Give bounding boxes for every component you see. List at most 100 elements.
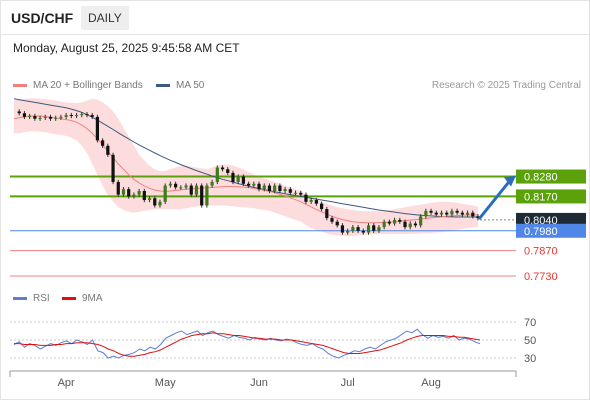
candle-body — [43, 116, 47, 118]
level-label-box-3 — [516, 223, 586, 238]
level-label-box-1 — [516, 189, 586, 204]
candle-body — [419, 216, 423, 226]
level-label-4: 0.7870 — [524, 246, 558, 258]
x-tick-jun: Jun — [250, 377, 268, 389]
instrument-title: USD/CHF — [11, 10, 74, 26]
level-label-3: 0.7980 — [524, 226, 558, 238]
rsi-tick-70: 70 — [524, 317, 536, 329]
candle-body — [273, 185, 277, 191]
bollinger-band — [14, 98, 478, 237]
candle-body — [168, 183, 173, 186]
candle-body — [184, 185, 188, 188]
level-label-0: 0.8280 — [524, 172, 558, 184]
legend-ma20-label: MA 20 + Bollinger Bands — [33, 80, 143, 91]
legend-ma50: MA 50 — [156, 80, 204, 91]
candle-body — [319, 203, 324, 210]
candle-body — [158, 201, 162, 206]
candle-body — [445, 212, 449, 215]
candle-body — [398, 219, 402, 222]
forecast-arrow — [477, 179, 512, 221]
candle-body — [346, 230, 350, 233]
legend-9ma-label: 9MA — [82, 293, 103, 304]
candle-body — [64, 115, 68, 117]
level-label-1: 0.8170 — [524, 191, 558, 203]
candle-body — [38, 117, 42, 119]
candle-body — [69, 115, 73, 117]
candle-body — [325, 209, 329, 219]
candle-body — [372, 225, 376, 231]
candle-body — [111, 154, 115, 182]
candle-body — [80, 114, 84, 116]
candle-body — [377, 227, 381, 231]
candle-body — [304, 194, 308, 202]
level-label-5: 0.7730 — [524, 271, 558, 283]
legend-rsi-label: RSI — [33, 293, 50, 304]
candle-body — [309, 200, 313, 202]
candle-body — [200, 185, 204, 206]
timestamp: Monday, August 25, 2025 9:45:58 AM CET — [13, 41, 240, 55]
candle-body — [127, 189, 131, 197]
candle-body — [476, 216, 480, 219]
rsi-swatch — [13, 297, 27, 300]
candle-body — [90, 115, 94, 117]
candle-body — [314, 200, 318, 204]
rsi-tick-50: 50 — [524, 335, 536, 347]
candle-body — [366, 225, 371, 233]
candle-body — [413, 223, 418, 226]
candle-body — [28, 115, 32, 117]
candle-body — [48, 116, 53, 119]
candle-body — [220, 167, 225, 170]
candle-body — [74, 115, 79, 117]
ma9-swatch — [62, 297, 76, 300]
x-tick-aug: Aug — [421, 377, 441, 389]
candle-body — [283, 189, 287, 191]
candle-body — [408, 223, 412, 228]
candle-body — [267, 185, 272, 191]
candle-body — [121, 189, 126, 195]
candle-body — [252, 183, 256, 186]
candle-body — [382, 221, 386, 228]
candle-body — [137, 191, 141, 195]
candle-body — [116, 181, 120, 195]
candle-body — [450, 210, 454, 215]
candle-body — [179, 187, 183, 189]
timeframe-tab[interactable]: DAILY — [81, 6, 129, 30]
candle-body — [460, 212, 464, 215]
ma20-swatch — [13, 84, 27, 87]
candle-body — [387, 221, 391, 224]
candle-body — [262, 185, 266, 190]
x-tick-jul: Jul — [341, 377, 355, 389]
candle-body — [434, 212, 438, 215]
legend-ma20: MA 20 + Bollinger Bands — [13, 80, 143, 91]
candle-body — [95, 116, 100, 141]
candle-body — [210, 181, 214, 186]
candle-body — [439, 212, 444, 215]
candle-body — [163, 185, 167, 202]
candle-body — [335, 221, 339, 226]
candle-body — [299, 192, 303, 195]
candle-body — [153, 198, 157, 206]
chart-header: USD/CHF DAILY — [0, 0, 590, 34]
candle-body — [241, 176, 245, 184]
candle-body — [132, 194, 136, 197]
candle-body — [247, 183, 251, 186]
header-divider — [0, 34, 590, 35]
candle-body — [278, 185, 282, 191]
candle-body — [33, 115, 37, 119]
candle-body — [194, 185, 199, 195]
candle-body — [257, 183, 261, 190]
forecast-arrow-head — [504, 175, 516, 187]
level-label-box-0 — [516, 169, 586, 184]
candle-body — [85, 114, 89, 116]
candle-body — [424, 210, 428, 217]
rsi-line — [13, 328, 481, 359]
candle-body — [392, 219, 397, 224]
level-label-box-2 — [516, 212, 586, 227]
x-tick-may: May — [155, 377, 176, 389]
ma50-swatch — [156, 84, 170, 87]
candle-body — [101, 140, 105, 146]
candle-body — [471, 212, 475, 217]
candle-body — [189, 185, 193, 195]
candle-body — [361, 230, 365, 233]
